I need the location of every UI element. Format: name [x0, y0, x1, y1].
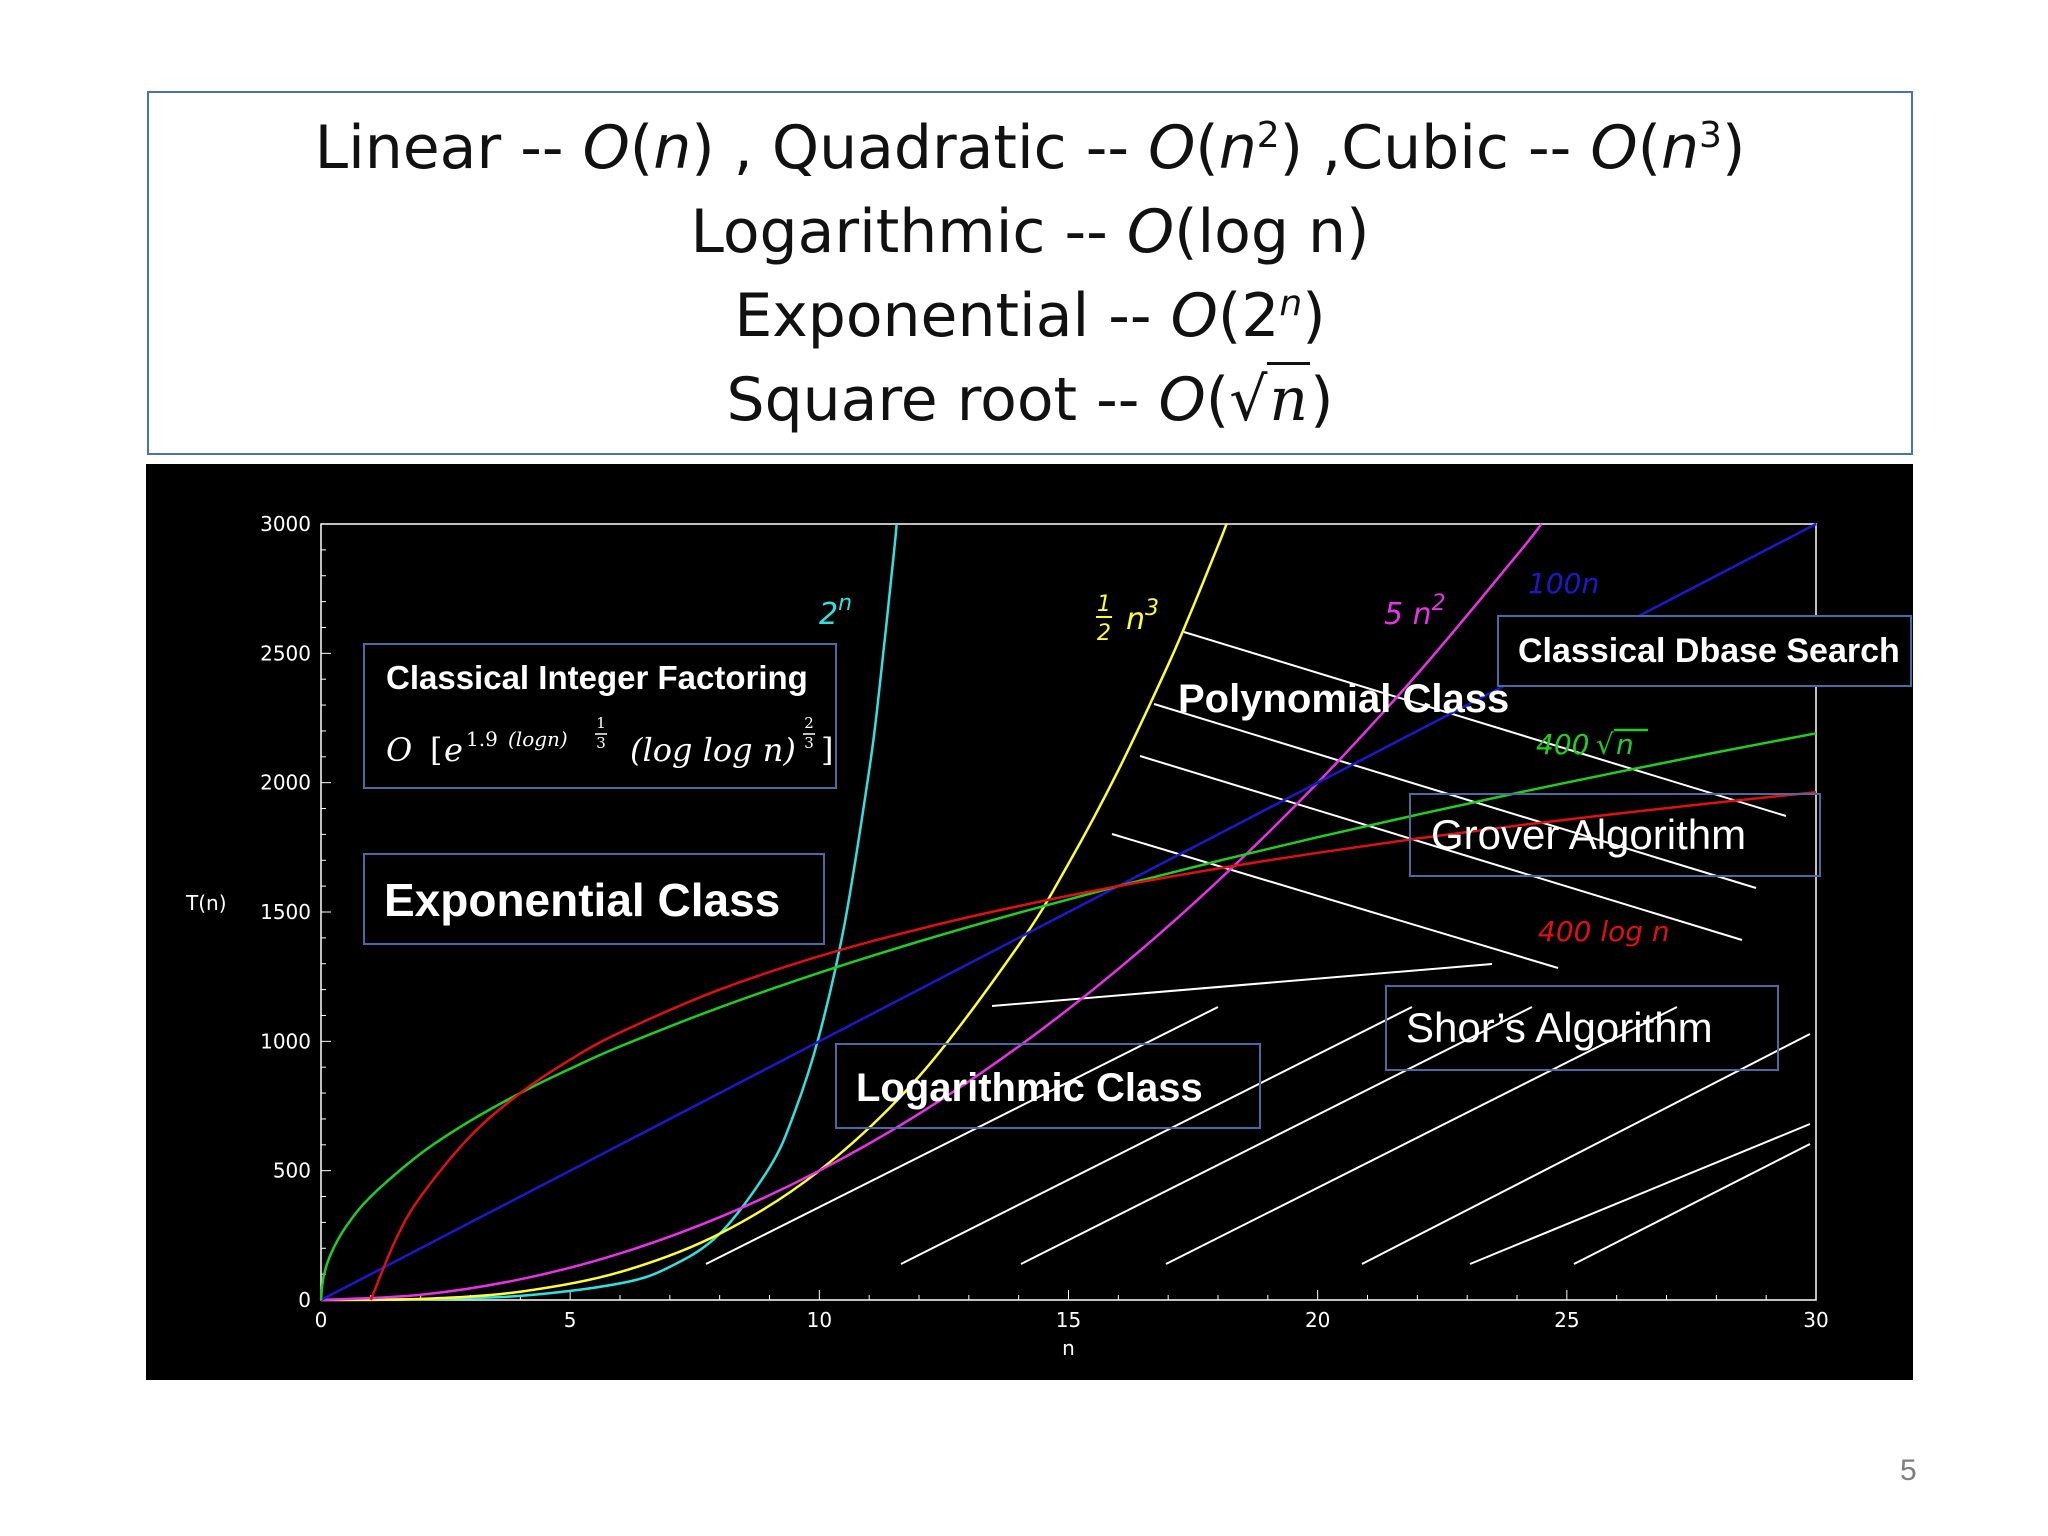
dbase-search-box: Classical Dbase Search [1497, 615, 1912, 687]
svg-text:3: 3 [804, 734, 814, 752]
y-tick-label: 1000 [260, 1029, 311, 1053]
title-line-logarithmic: Logarithmic -- O(log n) [690, 197, 1370, 267]
title-line-sqrt: Square root -- O(√n) [149, 362, 1911, 435]
exponential-class-box: Exponential Class [363, 853, 825, 945]
svg-text:1: 1 [1097, 592, 1111, 617]
series-label-5n2: 5 n2 [1384, 591, 1446, 632]
y-tick-label: 2500 [260, 641, 311, 665]
series-2n [320, 523, 898, 1301]
svg-text:2: 2 [804, 714, 814, 732]
page-number: 5 [1900, 1454, 1917, 1487]
x-tick-label: 0 [315, 1308, 328, 1332]
svg-text:Grover Algorithm: Grover Algorithm [1431, 811, 1746, 858]
title-box: Linear -- O(n) , Quadratic -- O(n2) ,Cub… [147, 91, 1913, 455]
series-label-400sqrtn: 400 √ n [1536, 728, 1648, 761]
y-tick-label: 3000 [260, 512, 311, 536]
svg-text:O: O [386, 731, 412, 769]
y-tick-label: 2000 [260, 771, 311, 795]
logarithmic-class-box: Logarithmic Class [835, 1043, 1261, 1129]
svg-text:√: √ [1596, 728, 1614, 761]
x-tick-label: 5 [564, 1308, 577, 1332]
hatch-lines [705, 631, 1811, 1265]
svg-text:e: e [444, 731, 463, 769]
svg-text:1.9: 1.9 [466, 727, 498, 751]
series-label-100n: 100n [1528, 567, 1599, 600]
svg-text:(logn): (logn) [508, 727, 568, 751]
y-tick-label: 0 [298, 1288, 311, 1312]
shor-box: Shor’s Algorithm [1385, 985, 1779, 1071]
y-axis-label: T(n) [185, 891, 227, 915]
x-tick-label: 15 [1056, 1308, 1081, 1332]
series-400logn [369, 790, 1817, 1301]
x-tick-label: 25 [1554, 1308, 1579, 1332]
x-tick-label: 10 [807, 1308, 832, 1332]
series-label-half-n3: 1 2 n3 [1096, 592, 1159, 646]
svg-text:Classical Dbase Search: Classical Dbase Search [1518, 632, 1900, 670]
svg-text:1: 1 [596, 714, 606, 732]
x-tick-label: 20 [1305, 1308, 1330, 1332]
series-400sqrtn [319, 732, 1817, 1301]
x-axis-label: n [1062, 1336, 1075, 1360]
x-tick-label: 30 [1803, 1308, 1828, 1332]
svg-text:2: 2 [1097, 621, 1111, 646]
series-label-400logn: 400 log n [1538, 915, 1670, 948]
complexity-chart: 0 5 10 15 20 25 30 0 500 1000 1500 2000 2500 3000 n T(n… [185, 512, 1912, 1360]
svg-text:]: ] [821, 731, 833, 769]
series-5n2 [320, 523, 1543, 1302]
svg-text:[: [ [430, 731, 442, 769]
grover-box: Grover Algorithm [1409, 793, 1821, 877]
svg-text:Logarithmic Class: Logarithmic Class [856, 1066, 1203, 1110]
svg-text:Exponential Class: Exponential Class [384, 874, 780, 926]
svg-text:n: n [1616, 728, 1634, 761]
svg-text:n3: n3 [1126, 596, 1159, 637]
svg-text:Shor’s Algorithm: Shor’s Algorithm [1406, 1004, 1713, 1051]
y-tick-label: 500 [273, 1159, 311, 1183]
series-half-n3 [320, 523, 1228, 1302]
y-tick-label: 1500 [260, 900, 311, 924]
factoring-box: Classical Integer Factoring O [ e 1.9 (l… [363, 643, 837, 789]
series-label-2n: 2n [819, 591, 852, 632]
chart-panel: 0 5 10 15 20 25 30 0 500 1000 1500 2000 2500 3000 n T(n… [146, 464, 1913, 1380]
title-line-linear: Linear -- O(n) , Quadratic -- O(n2) ,Cub… [314, 113, 1746, 183]
svg-text:Classical Integer Factoring: Classical Integer Factoring [386, 659, 808, 696]
tick-labels: 0 5 10 15 20 25 30 0 500 1000 1500 2000 2500 3000 n T(n… [185, 512, 1829, 1360]
svg-text:(log log n): (log log n) [630, 731, 796, 769]
svg-text:3: 3 [596, 734, 606, 752]
polynomial-class-label: Polynomial Class [1178, 677, 1509, 721]
title-line-exponential: Exponential -- O(2n) [734, 281, 1326, 351]
svg-text:400: 400 [1536, 728, 1589, 761]
